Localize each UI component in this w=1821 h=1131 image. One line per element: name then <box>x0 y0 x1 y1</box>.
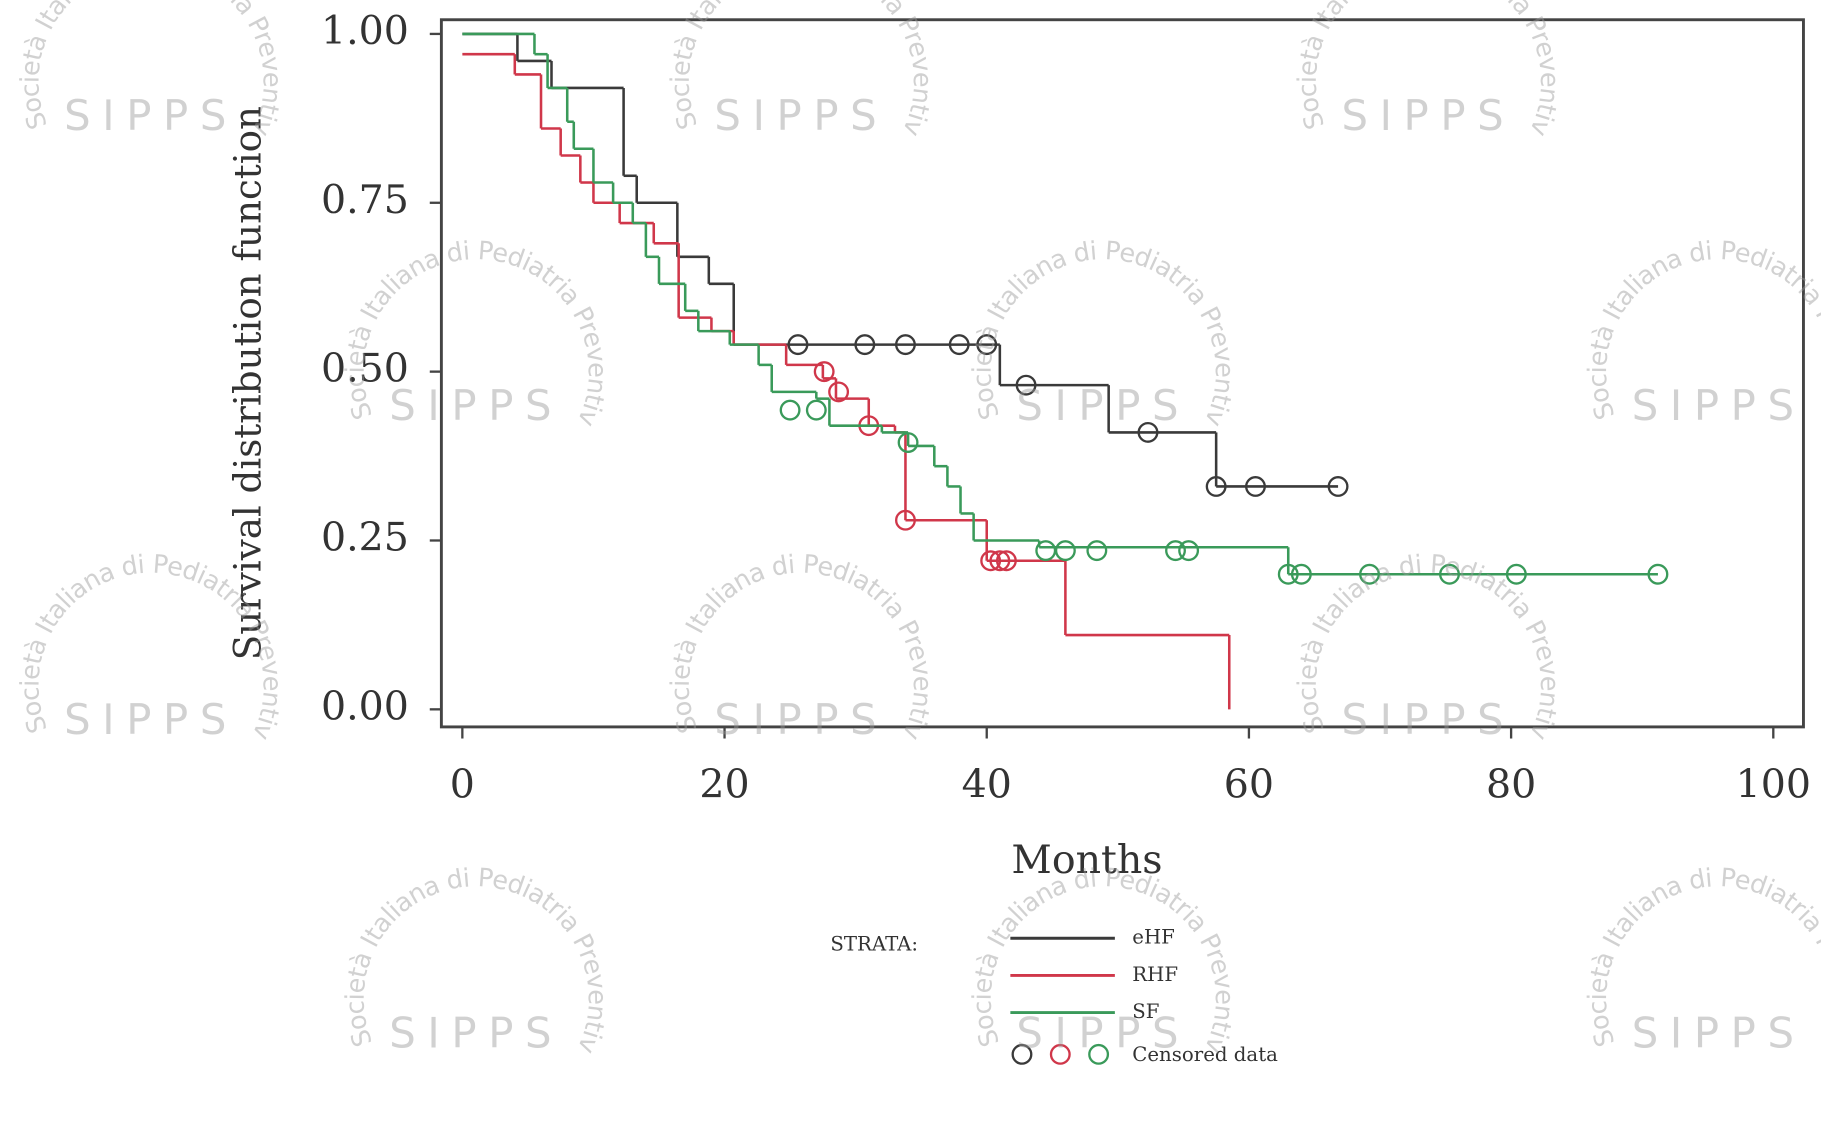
censored-marker <box>989 550 1011 572</box>
censored-marker <box>895 509 916 531</box>
censored-marker <box>854 334 876 356</box>
watermark-logo: SIPPS <box>1632 381 1806 430</box>
censored-marker <box>895 334 916 356</box>
y-tick-label: 0.50 <box>321 346 409 392</box>
x-tick-label: 0 <box>450 761 475 807</box>
x-tick-label: 100 <box>1736 761 1811 807</box>
censored-marker <box>948 334 970 356</box>
legend-title: STRATA: <box>830 933 918 956</box>
y-tick-label: 1.00 <box>321 8 409 54</box>
censored-marker <box>805 399 827 421</box>
watermark-logo: SIPPS <box>389 381 563 430</box>
x-tick-label: 40 <box>962 761 1012 807</box>
censored-marker <box>1035 540 1057 562</box>
censored-marker <box>1439 563 1460 585</box>
censored-marker <box>1165 540 1186 562</box>
censored-marker <box>1205 476 1227 497</box>
censored-marker <box>1137 421 1159 443</box>
watermark-logo: SIPPS <box>389 1008 563 1057</box>
watermark-logo: SIPPS <box>714 695 888 744</box>
censored-marker <box>1505 563 1527 585</box>
watermark-logo: SIPPS <box>1016 381 1190 430</box>
censored-marker <box>1359 563 1380 585</box>
censored-marker <box>828 381 850 403</box>
plot-frame <box>439 18 1805 729</box>
watermark-logo: SIPPS <box>1341 91 1515 140</box>
censored-marker <box>1054 540 1076 562</box>
x-tick-label: 20 <box>699 761 749 807</box>
censored-marker <box>976 334 998 356</box>
x-tick-label: 80 <box>1486 761 1536 807</box>
legend-censored-marker <box>1049 1043 1071 1065</box>
legend-censored-marker <box>1088 1043 1110 1065</box>
legend-label: eHF <box>1132 926 1175 949</box>
censored-marker <box>787 334 809 356</box>
censored-marker <box>1647 563 1669 585</box>
censored-marker <box>1245 476 1266 497</box>
censored-marker <box>1327 476 1349 497</box>
watermark-logo: SIPPS <box>64 695 238 744</box>
x-axis-label: Months <box>1011 837 1162 883</box>
watermark-logo: SIPPS <box>714 91 888 140</box>
censored-marker <box>980 550 1002 572</box>
censored-marker <box>1086 540 1108 562</box>
censored-marker <box>1290 563 1312 585</box>
watermark-logo: SIPPS <box>1016 1008 1190 1057</box>
legend-censored-marker <box>1011 1043 1033 1065</box>
y-tick-label: 0.75 <box>321 177 409 223</box>
censored-marker <box>813 361 835 383</box>
y-tick-label: 0.00 <box>321 683 409 729</box>
legend-label: RHF <box>1132 963 1178 986</box>
legend-label: SF <box>1132 1000 1159 1023</box>
watermark-logo: SIPPS <box>64 91 238 140</box>
legend-censored-label: Censored data <box>1132 1043 1278 1066</box>
y-axis-label: Survival distribution function <box>226 106 269 660</box>
censored-marker <box>1178 540 1200 562</box>
x-tick-label: 60 <box>1224 761 1274 807</box>
censored-marker <box>1277 563 1299 585</box>
watermark-logo: SIPPS <box>1341 695 1515 744</box>
censored-marker <box>1015 374 1037 396</box>
censored-marker <box>995 550 1017 572</box>
censored-marker <box>897 432 919 454</box>
y-tick-label: 0.25 <box>321 514 409 560</box>
watermark-logo: SIPPS <box>1632 1008 1806 1057</box>
censored-marker <box>779 399 801 421</box>
